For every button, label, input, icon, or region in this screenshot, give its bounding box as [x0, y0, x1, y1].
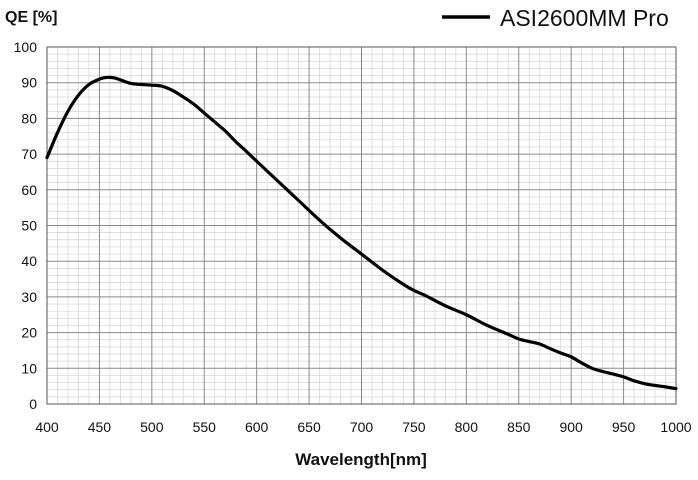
- x-tick-label: 650: [297, 419, 321, 435]
- y-tick-label: 70: [21, 146, 37, 162]
- series-line-qe: [45, 75, 678, 391]
- x-tick-label: 750: [402, 419, 426, 435]
- legend-label: ASI2600MM Pro: [500, 5, 669, 31]
- x-axis-label: Wavelength[nm]: [295, 450, 427, 469]
- y-tick-label: 10: [21, 360, 37, 376]
- y-tick-label: 0: [29, 396, 37, 412]
- series-layer: [45, 75, 678, 391]
- x-tick-label: 600: [245, 419, 269, 435]
- y-tick-label: 60: [21, 182, 37, 198]
- x-tick-label: 450: [88, 419, 112, 435]
- x-tick-label: 800: [455, 419, 479, 435]
- x-tick-label: 700: [350, 419, 374, 435]
- x-tick-label: 500: [140, 419, 164, 435]
- y-tick-label: 100: [14, 39, 38, 55]
- x-tick-label: 1000: [660, 419, 691, 435]
- x-tick-labels: 400 450 500 550 600 650 700 750 800 850 900 950 1000: [35, 419, 691, 435]
- legend: ASI2600MM Pro: [442, 5, 669, 31]
- y-tick-labels: 0 10 20 30 40 50 60 70 80 90 100: [14, 39, 38, 412]
- x-tick-label: 400: [35, 419, 59, 435]
- x-tick-label: 950: [612, 419, 636, 435]
- x-tick-label: 550: [193, 419, 217, 435]
- y-tick-label: 30: [21, 289, 37, 305]
- x-tick-label: 850: [507, 419, 531, 435]
- y-tick-label: 20: [21, 325, 37, 341]
- y-tick-label: 80: [21, 110, 37, 126]
- plot-frame: [46, 46, 677, 405]
- y-tick-label: 40: [21, 253, 37, 269]
- x-tick-label: 900: [559, 419, 583, 435]
- y-axis-label: QE [%]: [5, 9, 57, 26]
- y-tick-label: 50: [21, 218, 37, 234]
- y-tick-label: 90: [21, 75, 37, 91]
